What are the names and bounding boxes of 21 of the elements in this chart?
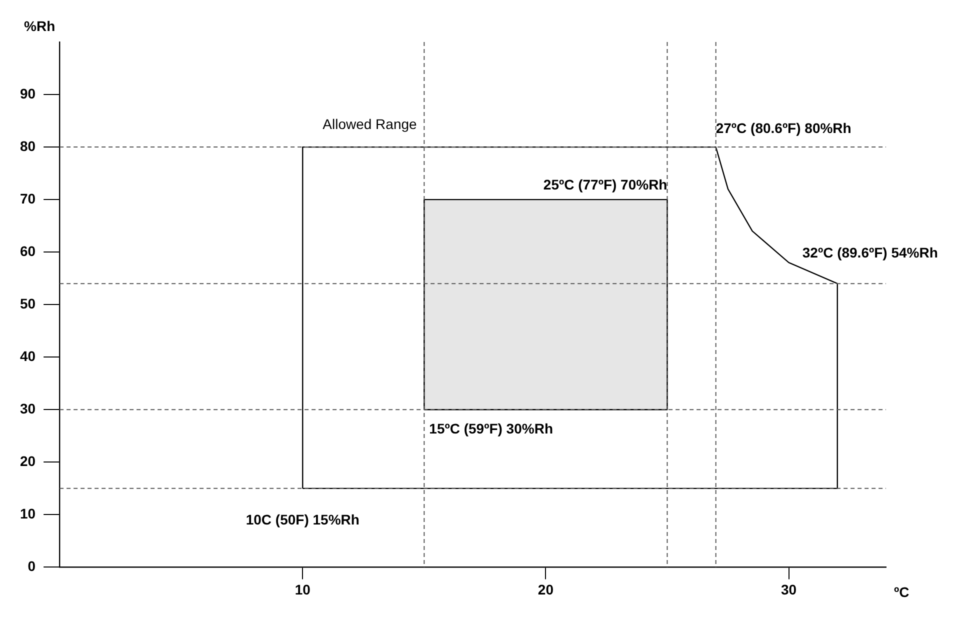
annotation: 27ºC (80.6ºF) 80%Rh xyxy=(716,120,852,136)
y-tick-label: 10 xyxy=(20,506,36,522)
annotation: 25ºC (77ºF) 70%Rh xyxy=(543,176,668,192)
y-tick-label: 50 xyxy=(20,295,36,312)
y-tick-label: 40 xyxy=(20,348,36,364)
annotation: 15ºC (59ºF) 30%Rh xyxy=(429,420,553,436)
y-tick-label: 90 xyxy=(20,85,36,102)
y-axis-title: %Rh xyxy=(24,18,56,34)
x-tick-label: 10 xyxy=(294,581,311,598)
x-tick-label: 20 xyxy=(538,581,554,598)
y-tick-label: 60 xyxy=(20,242,36,259)
y-tick-label: 80 xyxy=(20,138,36,154)
y-tick-label: 20 xyxy=(20,453,36,470)
annotation: Allowed Range xyxy=(322,116,418,132)
y-tick-label: 30 xyxy=(20,400,36,416)
y-tick-label: 70 xyxy=(20,190,36,206)
y-tick-label: 0 xyxy=(28,558,36,574)
annotation: 32ºC (89.6ºF) 54%Rh xyxy=(802,244,938,260)
x-axis-title: ºC xyxy=(894,584,910,600)
annotation: 10C (50F) 15%Rh xyxy=(246,511,360,528)
x-tick-label: 30 xyxy=(780,581,797,598)
